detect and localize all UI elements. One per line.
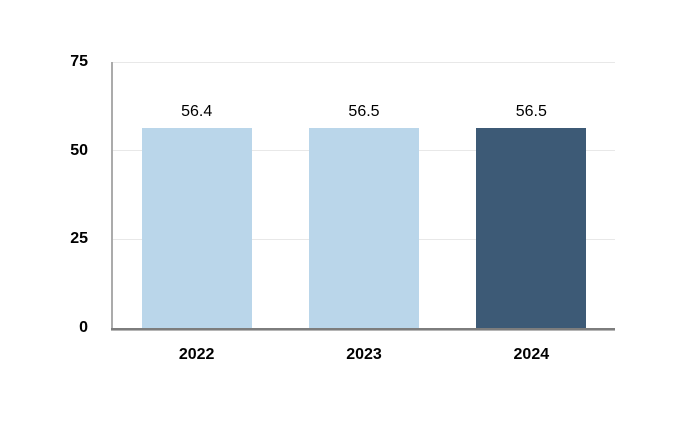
x-axis-line — [111, 328, 615, 331]
y-tick-label-0: 0 — [79, 319, 88, 336]
bar-2023 — [309, 127, 419, 328]
plot-area — [113, 61, 615, 328]
bar-value-label-2023: 56.5 — [348, 102, 380, 120]
bar-2022 — [141, 127, 252, 328]
bar-value-label-2024: 56.5 — [515, 102, 547, 120]
x-tick-label-2022: 2022 — [178, 346, 215, 363]
x-tick-label-2024: 2024 — [513, 346, 550, 363]
y-axis-line — [111, 62, 113, 329]
y-tick-label-25: 25 — [70, 230, 88, 248]
bar-2024 — [476, 127, 587, 328]
y-tick-label-50: 50 — [70, 141, 88, 159]
bar-value-label-2022: 56.4 — [181, 102, 213, 120]
gridline-75 — [113, 61, 615, 63]
y-tick-label-75: 75 — [70, 53, 88, 70]
x-tick-label-2023: 2023 — [346, 346, 382, 363]
